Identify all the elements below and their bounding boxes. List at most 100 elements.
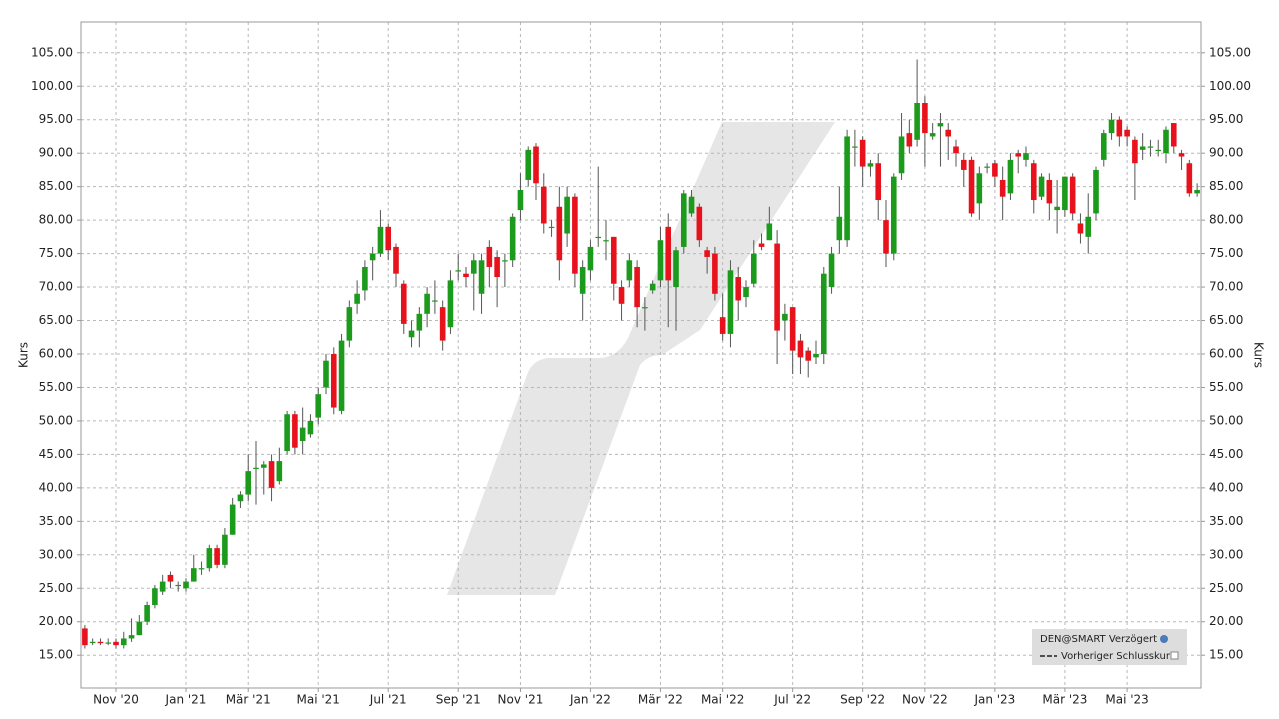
candle-body: [284, 414, 290, 452]
y2-tick-label: 45.00: [1209, 447, 1243, 461]
candle-body: [953, 146, 959, 154]
y2-tick-label: 95.00: [1209, 112, 1243, 126]
y-tick-label: 30.00: [39, 547, 73, 561]
y-tick-label: 60.00: [39, 346, 73, 360]
candle-body: [922, 102, 928, 134]
x-tick-label: Sep '21: [436, 693, 481, 707]
candle-body: [1170, 123, 1177, 147]
candle-body: [478, 260, 485, 294]
candle-body: [1054, 206, 1060, 211]
candle-body: [657, 240, 664, 281]
grid: [81, 22, 1201, 688]
y2-tick-label: 60.00: [1209, 346, 1243, 360]
candle-body: [556, 206, 563, 261]
candle-body: [229, 504, 236, 535]
candle-body: [743, 287, 749, 298]
y-tick-label: 65.00: [39, 313, 73, 327]
x-tick-label: Jan '22: [569, 693, 611, 707]
candle-body: [805, 350, 812, 361]
candle-body: [797, 340, 804, 358]
candle-body: [128, 635, 135, 639]
candle-body: [572, 196, 578, 274]
x-tick-label: Mai '22: [701, 693, 744, 707]
x-tick-label: Mär '23: [1042, 693, 1087, 707]
candle-body: [237, 494, 244, 502]
candle-body: [408, 330, 415, 338]
x-tick-label: Jan '21: [165, 693, 207, 707]
candle-body: [509, 216, 516, 261]
y2-tick-label: 40.00: [1209, 480, 1243, 494]
candle-body: [292, 414, 298, 448]
y-tick-label: 100.00: [31, 79, 73, 93]
candle-body: [1124, 129, 1130, 137]
y-tick-label: 70.00: [39, 280, 73, 294]
y2-tick-label: 15.00: [1209, 648, 1243, 662]
candle-body: [120, 638, 127, 646]
candle-body: [712, 253, 718, 294]
candle-body: [836, 216, 843, 241]
x-tick-label: Jan '23: [973, 693, 1015, 707]
candle-body: [105, 642, 112, 644]
candle-body: [890, 176, 897, 254]
legend-label: Vorheriger Schlusskurs: [1061, 651, 1175, 662]
y-tick-label: 55.00: [39, 380, 73, 394]
x-tick-label: Nov '20: [93, 693, 139, 707]
candle-body: [330, 353, 337, 408]
candle-body: [222, 534, 228, 565]
candle-body: [167, 574, 174, 582]
candle-body: [540, 186, 547, 224]
candle-body: [144, 605, 150, 622]
candle-body: [1178, 153, 1185, 157]
candle-body: [1038, 176, 1045, 197]
candle-body: [198, 568, 205, 570]
y2-tick-label: 75.00: [1209, 246, 1243, 260]
candle-body: [82, 628, 88, 646]
candle-body: [315, 394, 322, 418]
candle-body: [696, 206, 703, 241]
candle-body: [867, 163, 874, 167]
x-tick-label: Mär '21: [226, 693, 271, 707]
candle-body: [455, 270, 462, 272]
candle-body: [214, 548, 220, 565]
x-tick-label: Jul '21: [369, 693, 407, 707]
legend-checkbox[interactable]: [1170, 651, 1179, 660]
candle-body: [206, 548, 213, 569]
candle-body: [1155, 149, 1162, 152]
candle-body: [190, 568, 197, 582]
candle-body: [338, 340, 345, 411]
candle-body: [813, 353, 819, 358]
candle-body: [774, 243, 780, 331]
legend-box: [1032, 629, 1187, 665]
candle-body: [859, 139, 866, 167]
candle-body: [385, 226, 392, 251]
candle-body: [789, 307, 796, 351]
candle-body: [369, 253, 376, 261]
y2-tick-label: 85.00: [1209, 179, 1243, 193]
candle-body: [463, 273, 469, 278]
candle-body: [175, 584, 182, 587]
candle-body: [1186, 163, 1193, 194]
candle-body: [533, 146, 539, 184]
candle-body: [1030, 163, 1037, 201]
candle-body: [1116, 119, 1123, 137]
candle-body: [424, 293, 430, 314]
y2-tick-label: 105.00: [1209, 45, 1251, 59]
candle-body: [929, 133, 936, 137]
candle-body: [610, 236, 617, 284]
candle-body: [346, 307, 353, 341]
candle-body: [976, 173, 983, 204]
candle-body: [844, 136, 850, 241]
candle-body: [89, 641, 96, 644]
y-tick-label: 20.00: [39, 614, 73, 628]
candle-body: [113, 641, 119, 646]
candle-body: [400, 283, 407, 324]
candle-body: [968, 159, 975, 214]
candle-body: [470, 260, 477, 274]
y2-tick-label: 30.00: [1209, 547, 1243, 561]
y-tick-label: 15.00: [39, 648, 73, 662]
candle-body: [183, 581, 189, 589]
y-tick-label: 85.00: [39, 179, 73, 193]
candle-body: [727, 270, 734, 334]
candle-body: [260, 464, 267, 468]
